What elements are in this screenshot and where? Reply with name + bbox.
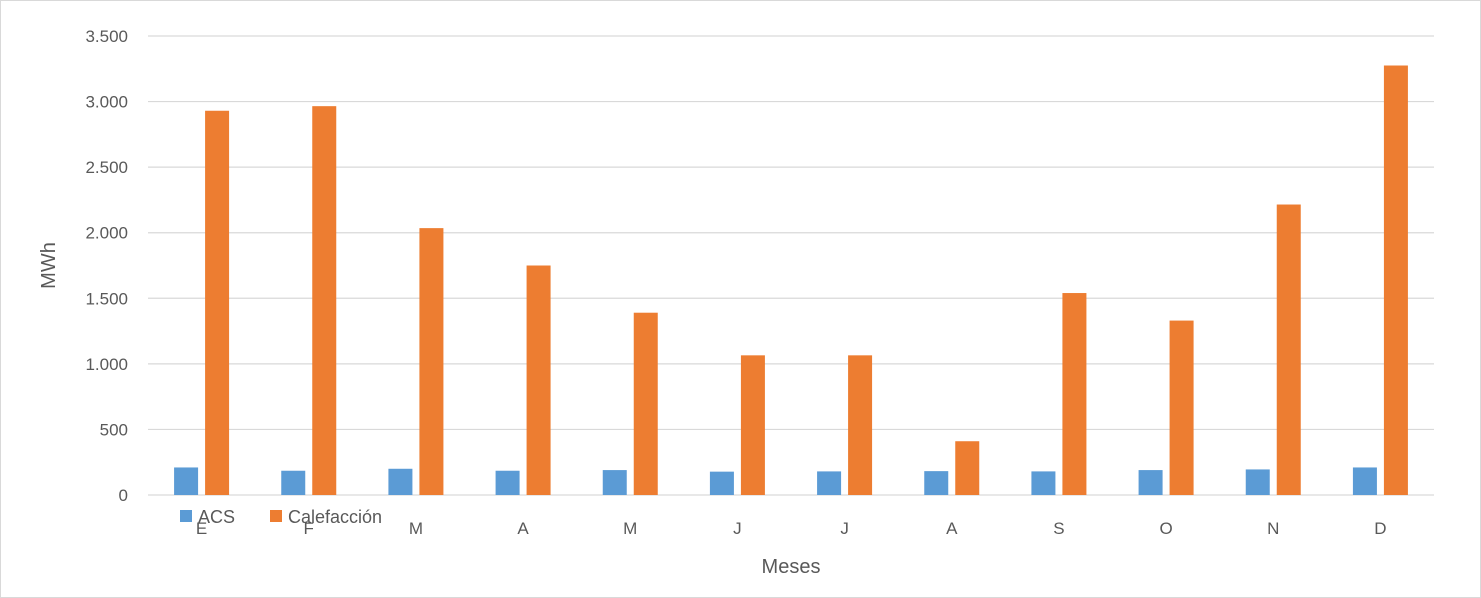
x-tick-label: M <box>623 519 637 538</box>
y-tick-label: 500 <box>100 420 128 439</box>
bar-calefaccion <box>740 355 765 495</box>
bar-acs <box>281 470 306 495</box>
x-tick-label: E <box>196 519 207 538</box>
y-tick-label: 2.000 <box>85 224 128 243</box>
bar-acs <box>1031 471 1056 495</box>
bar-acs <box>1138 470 1163 495</box>
bar-calefaccion <box>955 441 980 495</box>
y-axis-tick-labels: 0 500 1.000 1.500 2.000 2.500 3.000 3.500 <box>85 27 128 505</box>
x-tick-label: M <box>409 519 423 538</box>
y-tick-label: 3.000 <box>85 93 128 112</box>
y-axis-title: MWh <box>38 242 60 289</box>
y-tick-label: 2.500 <box>85 158 128 177</box>
x-tick-label: D <box>1374 519 1386 538</box>
bar-acs <box>174 467 199 495</box>
x-tick-label: A <box>946 519 958 538</box>
bar-acs <box>495 470 520 495</box>
y-tick-label: 0 <box>119 486 128 505</box>
bar-acs <box>817 471 842 495</box>
legend-label-calefaccion: Calefacción <box>288 507 382 527</box>
x-tick-label: F <box>304 519 314 538</box>
bar-calefaccion <box>419 228 444 496</box>
bar-acs <box>602 470 627 495</box>
bar-acs <box>1352 467 1377 495</box>
bar-calefaccion <box>1276 204 1301 496</box>
bar-acs <box>924 471 949 495</box>
y-tick-label: 3.500 <box>85 27 128 46</box>
bar-calefaccion <box>526 265 551 495</box>
y-tick-label: 1.000 <box>85 355 128 374</box>
x-tick-label: J <box>733 519 742 538</box>
bar-calefaccion <box>633 312 658 495</box>
y-tick-label: 1.500 <box>85 289 128 308</box>
legend: ACS Calefacción <box>180 507 382 527</box>
bars <box>174 65 1408 496</box>
legend-label-acs: ACS <box>198 507 235 527</box>
bar-calefaccion <box>312 106 337 495</box>
bar-acs <box>1245 469 1270 495</box>
x-tick-label: N <box>1267 519 1279 538</box>
bar-acs <box>388 468 413 495</box>
x-tick-label: A <box>517 519 529 538</box>
bar-acs <box>709 471 734 495</box>
bar-calefaccion <box>1062 293 1087 495</box>
x-tick-label: S <box>1053 519 1064 538</box>
legend-swatch-acs <box>180 510 192 522</box>
legend-swatch-calefaccion <box>270 510 282 522</box>
x-tick-label: O <box>1159 519 1172 538</box>
bar-calefaccion <box>1169 320 1194 495</box>
bar-calefaccion <box>1383 65 1408 495</box>
bar-calefaccion <box>848 355 873 495</box>
x-tick-label: J <box>840 519 849 538</box>
bar-calefaccion <box>205 110 230 495</box>
x-axis-title: Meses <box>762 556 821 578</box>
gridlines <box>148 35 1434 496</box>
